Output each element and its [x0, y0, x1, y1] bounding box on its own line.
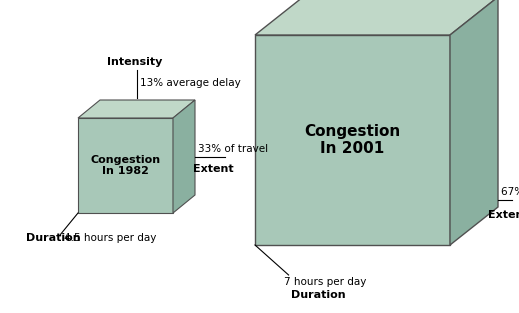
- Text: 67% of travel: 67% of travel: [501, 187, 519, 198]
- Text: 7 hours per day: 7 hours per day: [283, 277, 366, 287]
- Text: 13% average delay: 13% average delay: [140, 78, 240, 88]
- Polygon shape: [255, 0, 498, 35]
- Text: Extent: Extent: [488, 210, 519, 220]
- Text: 33% of travel: 33% of travel: [198, 143, 268, 153]
- Text: Congestion
In 2001: Congestion In 2001: [304, 124, 401, 156]
- Text: Extent: Extent: [193, 165, 234, 175]
- Text: Congestion
In 1982: Congestion In 1982: [90, 155, 160, 176]
- Text: Intensity: Intensity: [107, 57, 162, 67]
- Polygon shape: [78, 100, 195, 118]
- Text: Duration: Duration: [291, 290, 346, 300]
- Polygon shape: [78, 118, 173, 213]
- Polygon shape: [255, 35, 450, 245]
- Text: Duration: Duration: [26, 233, 80, 243]
- Text: 4.5 hours per day: 4.5 hours per day: [64, 233, 156, 243]
- Polygon shape: [173, 100, 195, 213]
- Polygon shape: [450, 0, 498, 245]
